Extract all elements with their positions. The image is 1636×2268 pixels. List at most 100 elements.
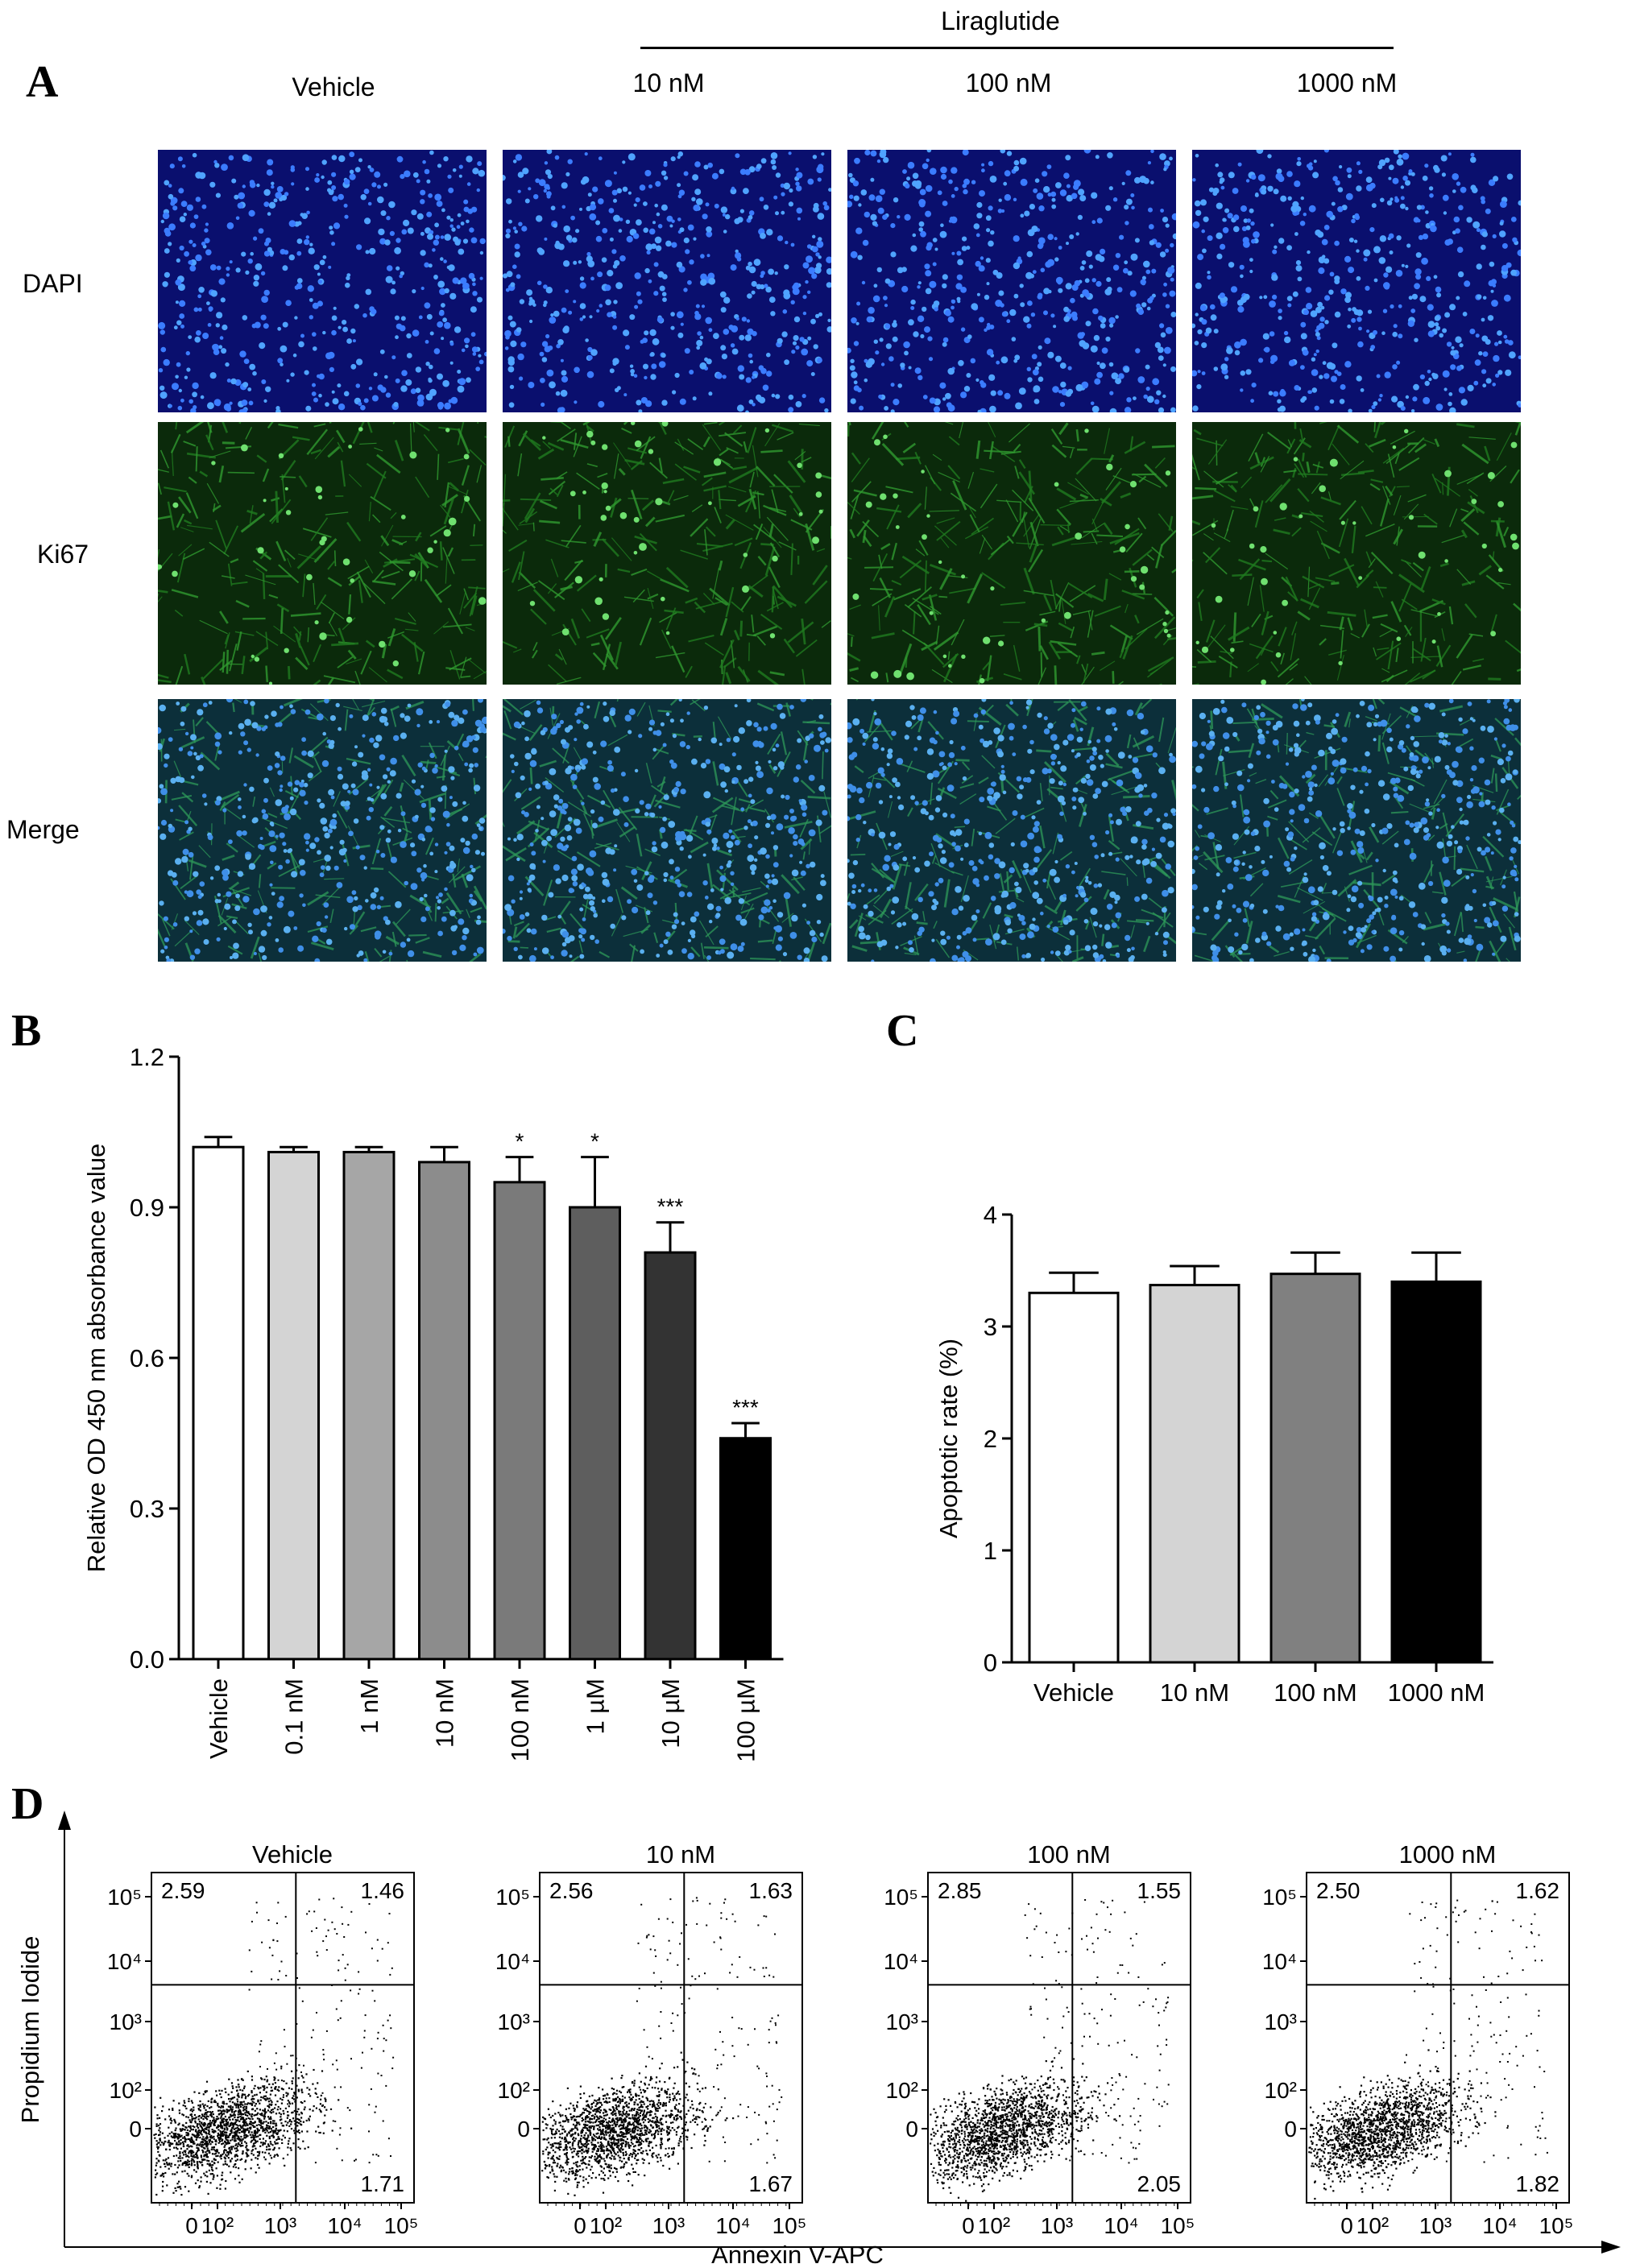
ki67-image-1000nm — [1192, 422, 1521, 685]
y-tick-label: 10³ — [498, 2009, 530, 2034]
x-arrow-head — [1601, 2241, 1621, 2254]
y-tick-label: 0.0 — [130, 1645, 164, 1674]
panel-d-axes — [58, 1811, 1621, 2254]
plot-frame — [927, 1872, 1191, 2204]
quadrant-upper-right: 1.46 — [361, 1878, 405, 1903]
col-label-1000nm: 1000 nM — [1296, 68, 1398, 97]
x-tick-label: 100 nM — [506, 1678, 534, 1761]
y-tick-label: 0 — [1284, 2117, 1297, 2142]
quadrant-lower-right: 1.82 — [1516, 2171, 1560, 2196]
bar-4 — [493, 1181, 546, 1661]
annexin-v-apc-label: Annexin V-APC — [711, 2241, 884, 2268]
x-tick-label: 10⁵ — [1539, 2213, 1574, 2238]
x-tick-label: 1 µM — [582, 1678, 610, 1735]
x-tick-label: 10⁴ — [327, 2213, 362, 2238]
x-tick-label: 10² — [1356, 2213, 1389, 2238]
y-tick-label: 10⁵ — [884, 1885, 918, 1910]
plot-title: 10 nM — [646, 1840, 715, 1869]
panel-b-label: B — [11, 1006, 42, 1056]
x-tick-label: 0 — [574, 2213, 586, 2238]
plot-title: 1000 nM — [1399, 1840, 1497, 1869]
y-tick-label: 4 — [984, 1201, 997, 1229]
y-tick-label: 0.3 — [130, 1495, 164, 1523]
x-tick-label: 10⁵ — [384, 2213, 419, 2238]
y-tick-label: 10² — [1265, 2078, 1297, 2103]
row-label-ki67: Ki67 — [37, 540, 89, 569]
dapi-image-100nm — [847, 150, 1176, 412]
y-tick-label: 10³ — [110, 2009, 142, 2034]
x-tick-label: 10³ — [1419, 2213, 1452, 2238]
bar-0 — [192, 1145, 245, 1661]
x-tick-label: 0.1 nM — [280, 1678, 309, 1755]
y-axis-label: Relative OD 450 nm absorbance value — [82, 1144, 110, 1572]
y-tick-label: 10⁴ — [1262, 1949, 1297, 1974]
dapi-image-vehicle — [158, 150, 487, 412]
y-tick-label: 10² — [110, 2078, 142, 2103]
plot-title: 100 nM — [1027, 1840, 1110, 1869]
plot-title: Vehicle — [252, 1840, 333, 1869]
x-tick-label: 0 — [185, 2213, 198, 2238]
x-tick-label: 10⁵ — [1161, 2213, 1195, 2238]
quadrant-lower-right: 1.67 — [749, 2171, 793, 2196]
y-arrow-head — [58, 1811, 71, 1830]
significance-mark: * — [590, 1129, 599, 1154]
liraglutide-label: Liraglutide — [941, 6, 1060, 35]
col-label-10nm: 10 nM — [632, 68, 705, 97]
quadrant-upper-left: 2.50 — [1316, 1878, 1361, 1903]
merge-image-vehicle — [158, 699, 487, 962]
quadrant-upper-right: 1.62 — [1516, 1878, 1560, 1903]
x-tick-label: 100 µM — [732, 1678, 760, 1762]
quadrant-lower-right: 2.05 — [1137, 2171, 1182, 2196]
x-tick-label: 10⁵ — [772, 2213, 807, 2238]
x-tick-label: Vehicle — [205, 1678, 233, 1759]
x-tick-label: 1 nM — [355, 1678, 383, 1734]
quadrant-upper-right: 1.63 — [749, 1878, 793, 1903]
quadrant-lower-right: 1.71 — [361, 2171, 405, 2196]
panel-d-label: D — [11, 1779, 44, 1829]
y-tick-label: 10³ — [1265, 2009, 1297, 2034]
x-tick-label: 10 µM — [656, 1678, 685, 1749]
bar-1 — [1149, 1284, 1240, 1664]
y-tick-label: 0.6 — [130, 1344, 164, 1372]
x-tick-label: 0 — [1340, 2213, 1353, 2238]
apoptotic-rate-bar-chart: 0 1 2 3 4 Apoptotic rate (%) Vehicle 10 nM 100 n… — [934, 1201, 1493, 1707]
y-tick-label: 0 — [129, 2117, 142, 2142]
y-tick-label: 10⁵ — [495, 1885, 530, 1910]
quadrant-upper-right: 1.55 — [1137, 1878, 1182, 1903]
merge-image-1000nm — [1192, 699, 1521, 962]
quadrant-upper-left: 2.56 — [549, 1878, 594, 1903]
y-tick-label: 1 — [984, 1537, 997, 1565]
y-tick-label: 10⁴ — [107, 1949, 142, 1974]
merge-image-100nm — [847, 699, 1176, 962]
significance-mark: * — [516, 1129, 524, 1154]
y-tick-label: 3 — [984, 1313, 997, 1341]
y-tick-label: 0 — [984, 1649, 997, 1677]
dapi-image-1000nm — [1192, 150, 1521, 412]
y-tick-label: 2 — [984, 1425, 997, 1453]
col-label-100nm: 100 nM — [965, 68, 1052, 97]
row-label-merge: Merge — [6, 815, 80, 844]
bar-6 — [644, 1251, 697, 1661]
bar-3 — [418, 1161, 470, 1661]
x-tick-label: 10² — [978, 2213, 1010, 2238]
bar-7 — [719, 1437, 772, 1661]
ki67-image-vehicle — [158, 422, 487, 685]
propidium-iodide-label: Propidium Iodide — [16, 1936, 44, 2124]
bar-2 — [1269, 1273, 1361, 1664]
y-tick-label: 10⁴ — [495, 1949, 530, 1974]
y-tick-label: 0.9 — [130, 1194, 164, 1222]
flow-cytometry-panel: Propidium Iodide Annexin V-APC Vehicle 2.59… — [16, 1811, 1621, 2268]
y-axis-label: Apoptotic rate (%) — [934, 1339, 963, 1538]
plot-frame — [539, 1872, 803, 2204]
panel-a-label: A — [26, 57, 59, 107]
x-tick-label: 10 nM — [1160, 1678, 1229, 1707]
bar-2 — [342, 1150, 396, 1661]
significance-mark: *** — [657, 1194, 684, 1219]
quadrant-upper-left: 2.85 — [938, 1878, 982, 1903]
y-tick-label: 1.2 — [130, 1043, 164, 1071]
y-tick-label: 0 — [905, 2117, 918, 2142]
x-tick-label: 10² — [590, 2213, 622, 2238]
y-tick-label: 10² — [498, 2078, 530, 2103]
